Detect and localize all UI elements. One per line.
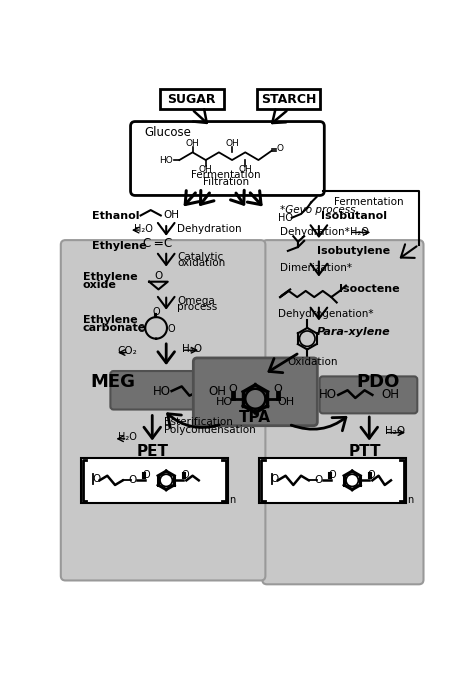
Text: OH: OH: [209, 385, 227, 397]
Text: OH: OH: [164, 210, 180, 221]
Text: Isobutylene: Isobutylene: [317, 246, 390, 256]
Text: Esterification: Esterification: [164, 417, 233, 427]
Text: Ethylene: Ethylene: [82, 315, 137, 325]
Text: SUGAR: SUGAR: [167, 93, 216, 106]
Text: HO: HO: [159, 156, 173, 165]
Text: Oxidation: Oxidation: [288, 357, 338, 367]
Text: OH: OH: [238, 165, 252, 174]
Text: O: O: [328, 470, 336, 480]
Text: O: O: [271, 474, 279, 484]
Text: OH: OH: [186, 139, 200, 148]
Text: C: C: [142, 237, 150, 251]
Text: Ethanol: Ethanol: [92, 211, 139, 221]
Text: O: O: [277, 144, 283, 153]
Text: O: O: [167, 325, 174, 334]
Text: PET: PET: [136, 444, 168, 459]
Text: Fermentation: Fermentation: [334, 197, 404, 208]
Text: Dehydrogenation*: Dehydrogenation*: [278, 309, 374, 319]
Text: O: O: [228, 384, 237, 394]
Text: Dehydration: Dehydration: [177, 224, 242, 235]
Text: oxide: oxide: [82, 280, 117, 290]
Text: O: O: [315, 475, 323, 485]
Text: O: O: [368, 470, 375, 480]
Bar: [259, 458, 406, 502]
Text: Ethylene: Ethylene: [92, 242, 146, 251]
Text: O: O: [129, 475, 137, 485]
Text: H₂O: H₂O: [134, 224, 152, 235]
Text: Filtration: Filtration: [203, 177, 249, 188]
Text: Glucose: Glucose: [144, 126, 191, 139]
Text: OH: OH: [225, 139, 239, 148]
Text: process: process: [177, 302, 217, 312]
Text: Polycondensation: Polycondensation: [164, 424, 255, 435]
Text: HO: HO: [153, 385, 171, 397]
Text: Omega: Omega: [177, 296, 215, 306]
Text: oxidation: oxidation: [177, 258, 225, 268]
Text: TPA: TPA: [239, 410, 271, 426]
Bar: [160, 89, 224, 109]
Text: n: n: [229, 495, 235, 505]
Text: Isooctene: Isooctene: [339, 284, 400, 294]
Text: carbonate: carbonate: [82, 323, 146, 333]
Text: Dehydration*: Dehydration*: [280, 227, 350, 237]
Text: Ethylene: Ethylene: [82, 272, 137, 282]
FancyBboxPatch shape: [110, 371, 231, 410]
Text: OH: OH: [382, 388, 400, 401]
Text: Fermentation: Fermentation: [191, 170, 261, 181]
Text: CO₂: CO₂: [118, 346, 137, 356]
FancyBboxPatch shape: [193, 358, 317, 426]
Text: H₂O: H₂O: [385, 426, 405, 436]
Text: H₂O: H₂O: [182, 344, 202, 354]
FancyBboxPatch shape: [130, 122, 324, 195]
Text: ═: ═: [154, 237, 162, 251]
Text: *Gevo process: *Gevo process: [280, 205, 356, 215]
Text: HO: HO: [278, 213, 293, 223]
Text: O: O: [142, 470, 150, 480]
Text: OH: OH: [278, 397, 295, 407]
Text: O: O: [182, 470, 190, 480]
Text: OH: OH: [199, 165, 213, 174]
Text: O: O: [152, 307, 160, 317]
Text: O: O: [137, 325, 145, 334]
Text: C: C: [164, 237, 172, 251]
FancyBboxPatch shape: [61, 240, 265, 581]
Text: Dimerization*: Dimerization*: [280, 263, 352, 273]
Text: STARCH: STARCH: [261, 93, 316, 106]
Text: O: O: [155, 271, 163, 280]
Text: O: O: [273, 384, 282, 394]
Text: HO: HO: [319, 388, 337, 401]
Text: Isobutanol: Isobutanol: [321, 211, 387, 221]
Text: HO: HO: [216, 397, 233, 407]
FancyBboxPatch shape: [262, 240, 423, 584]
Text: O: O: [92, 474, 100, 484]
Bar: [257, 89, 320, 109]
Text: Catalytic: Catalytic: [177, 252, 223, 262]
Text: PDO: PDO: [357, 373, 400, 391]
Text: PTT: PTT: [349, 444, 382, 459]
Text: n: n: [407, 495, 413, 505]
Text: H₂O: H₂O: [118, 432, 137, 442]
Text: Para-xylene: Para-xylene: [317, 327, 391, 337]
FancyBboxPatch shape: [319, 376, 417, 413]
Text: H₂O: H₂O: [350, 227, 369, 237]
Text: MEG: MEG: [90, 373, 135, 391]
Bar: [81, 458, 228, 502]
